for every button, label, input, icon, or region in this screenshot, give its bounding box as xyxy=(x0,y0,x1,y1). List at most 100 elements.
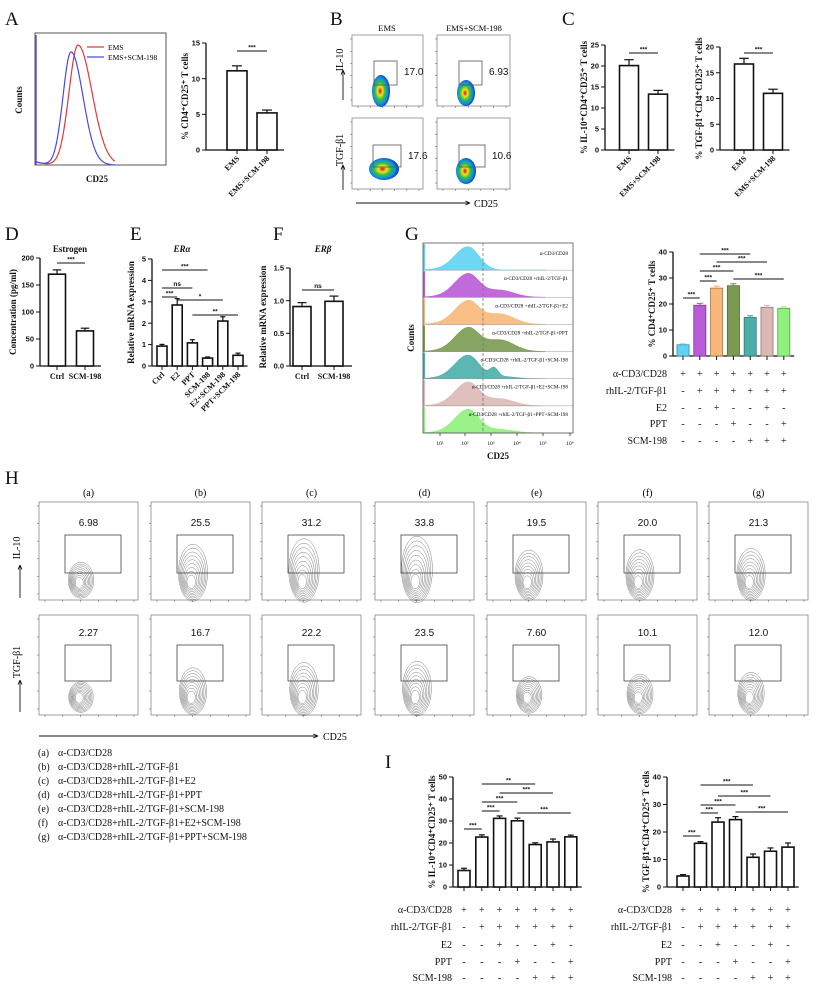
x-tick-label: 10³ xyxy=(487,441,495,447)
gate xyxy=(64,644,112,682)
legend-item: (g) α-CD3/CD28+rhIL-2/TGF-β1+PPT+SCM-198 xyxy=(38,832,247,843)
panel-label-h: H xyxy=(5,468,19,489)
panel-label-i: I xyxy=(385,752,391,773)
condition-sign: + xyxy=(497,905,503,916)
contour-line xyxy=(742,568,757,592)
bar xyxy=(201,357,214,367)
y-axis-label: % IL-10⁺CD4⁺CD25⁺ T cells xyxy=(427,775,437,889)
panel-b-flow: EMS EMS+SCM-198 17.0 6.93 17.6 10.6 IL-10 TGF-β… xyxy=(335,23,512,210)
condition-sign: + xyxy=(731,369,737,380)
x-tick-label: Ctrl xyxy=(295,372,310,381)
legend-item: (c) α-CD3/CD28+rhIL-2/TGF-β1+E2 xyxy=(38,776,196,787)
histogram-row-label: α-CD3/CD28 +rhIL-2/TGF-β1+PPT xyxy=(492,330,569,336)
x-tick-label: SCM-198 xyxy=(69,372,101,381)
condition-label: E2 xyxy=(656,403,667,414)
contour-line xyxy=(69,682,93,712)
contour-line xyxy=(403,664,431,715)
y-tick-label: 15 xyxy=(706,68,714,77)
contour-line xyxy=(515,676,543,714)
y-tick-label: 0 xyxy=(443,883,447,892)
condition-sign: + xyxy=(785,973,791,984)
histogram-curve-ems-scm198 xyxy=(34,51,116,166)
contour-line xyxy=(297,574,307,589)
significance-label: *** xyxy=(705,807,713,814)
density-blob xyxy=(369,158,399,180)
bar xyxy=(75,330,95,367)
bar xyxy=(676,875,690,888)
contour-plot xyxy=(374,501,475,601)
significance-label: ns xyxy=(173,281,181,288)
condition-sign: - xyxy=(681,386,684,397)
condition-sign: + xyxy=(750,905,756,916)
contour-line xyxy=(180,551,205,599)
condition-sign: - xyxy=(749,403,752,414)
y-tick-label: 0 xyxy=(142,362,146,371)
contour-line xyxy=(72,688,88,707)
bar xyxy=(171,304,183,367)
condition-sign: + xyxy=(768,905,774,916)
legend-key: (a) xyxy=(38,748,49,759)
y-tick-label: 20 xyxy=(659,300,667,309)
condition-sign: + xyxy=(515,922,521,933)
condition-sign: + xyxy=(532,973,538,984)
gate-percentage: 10.1 xyxy=(638,628,658,639)
condition-sign: + xyxy=(568,905,574,916)
gate-percentage: 23.5 xyxy=(415,628,435,639)
gate xyxy=(287,644,335,682)
bar xyxy=(711,821,725,888)
contour-line xyxy=(736,548,766,601)
histogram-row-label: α-CD3/CD28 +rhIL-2/TGF-β1+E2 xyxy=(495,303,568,309)
bar xyxy=(728,818,743,888)
contour-line xyxy=(288,538,320,603)
y-tick-label: 0.0 xyxy=(274,362,284,371)
contour-line xyxy=(408,682,423,707)
y-tick-label: 3 xyxy=(142,297,146,306)
bar xyxy=(232,354,244,367)
contour-line xyxy=(179,667,207,716)
y-axis-label: Counts xyxy=(406,324,416,352)
y-tick-label: 30 xyxy=(653,800,661,809)
condition-sign: + xyxy=(785,922,791,933)
y-tick-label: 150 xyxy=(21,281,34,290)
contour-line xyxy=(289,542,318,601)
gate-percentage: 25.5 xyxy=(191,518,211,529)
contour-line xyxy=(186,574,196,589)
condition-sign: + xyxy=(550,973,556,984)
condition-sign: + xyxy=(698,905,704,916)
significance-label: ** xyxy=(506,778,512,785)
bar xyxy=(510,819,525,888)
column-header: (b) xyxy=(195,488,207,499)
contour-line xyxy=(405,554,427,597)
condition-sign: + xyxy=(697,369,703,380)
condition-sign: + xyxy=(781,419,787,430)
condition-label: PPT xyxy=(435,957,452,968)
x-axis-label: CD25 xyxy=(474,199,498,210)
legend-key: (b) xyxy=(38,762,50,773)
y-axis-label: Concentration (pg/ml) xyxy=(8,269,18,355)
condition-sign: + xyxy=(781,386,787,397)
condition-sign: + xyxy=(768,973,774,984)
gate xyxy=(458,144,486,168)
significance-label: *** xyxy=(181,264,189,271)
contour-line xyxy=(296,569,309,591)
contour-line xyxy=(404,668,429,714)
x-tick-label: 10⁵ xyxy=(539,441,547,447)
bar xyxy=(743,317,757,357)
contour-line xyxy=(74,692,84,704)
bar xyxy=(733,63,755,151)
gate xyxy=(623,534,681,574)
bar xyxy=(546,841,560,888)
gate-percentage: 10.6 xyxy=(492,151,512,162)
gate xyxy=(372,144,402,168)
condition-sign: + xyxy=(764,403,770,414)
arrow-head-icon xyxy=(340,164,346,170)
gate xyxy=(287,534,345,574)
column-header: EMS+SCM-198 xyxy=(446,23,502,33)
contour-line xyxy=(295,683,310,707)
significance-label: *** xyxy=(688,830,696,837)
gate-percentage: 19.5 xyxy=(527,518,547,529)
y-tick-label: 100 xyxy=(21,308,34,317)
y-tick-label: 10 xyxy=(659,326,667,335)
